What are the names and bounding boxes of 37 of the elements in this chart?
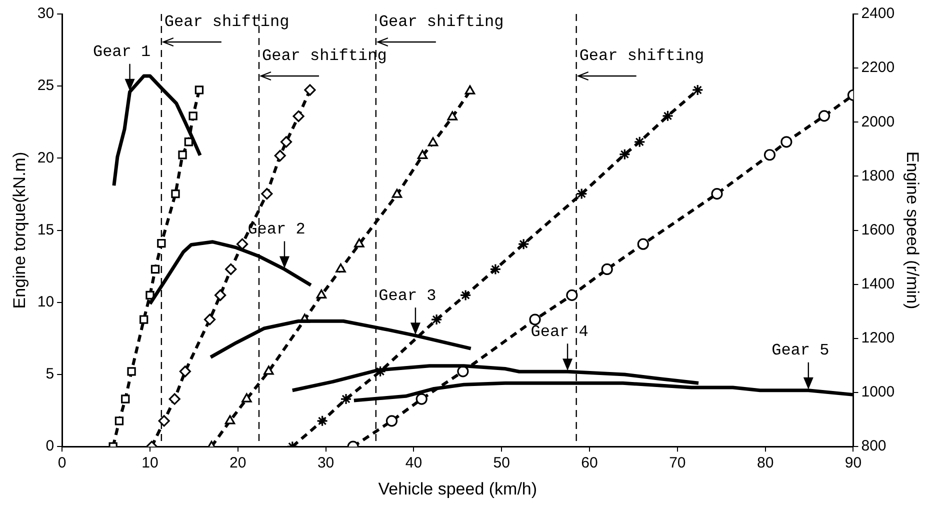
x-tick-label: 40 bbox=[405, 454, 422, 472]
y-tick-label: 25 bbox=[37, 77, 54, 94]
y-tick-label: 0 bbox=[46, 438, 54, 455]
ref-line-label: Gear shifting bbox=[262, 47, 387, 66]
y2-tick-label: 1200 bbox=[861, 330, 895, 347]
x-tick-label: 30 bbox=[317, 454, 334, 472]
y2-tick-label: 1600 bbox=[861, 221, 895, 238]
x-tick-label: 50 bbox=[493, 454, 510, 472]
x-tick-label: 80 bbox=[756, 454, 774, 472]
x-tick-label: 0 bbox=[58, 454, 66, 472]
ref-line-label: Gear shifting bbox=[164, 13, 290, 32]
x-axis-title: Vehicle speed (km/h) bbox=[378, 479, 538, 498]
annotation: Gear 4 bbox=[530, 322, 588, 341]
y-axis-title: Engine torque(kN.m) bbox=[10, 152, 29, 309]
x-tick-label: 20 bbox=[230, 454, 246, 472]
y2-tick-label: 2400 bbox=[861, 5, 895, 22]
x-tick-label: 70 bbox=[669, 454, 686, 472]
y2-tick-label: 1000 bbox=[861, 384, 895, 401]
annotation: Gear 3 bbox=[378, 286, 436, 305]
y-tick-label: 5 bbox=[46, 366, 54, 383]
x-tick-label: 60 bbox=[581, 454, 598, 472]
ref-line-label: Gear shifting bbox=[378, 13, 504, 32]
annotation: Gear 1 bbox=[92, 43, 151, 62]
ref-line-label: Gear shifting bbox=[579, 47, 704, 66]
y2-tick-label: 800 bbox=[861, 438, 886, 455]
y2-tick-label: 1800 bbox=[861, 167, 895, 184]
x-tick-label: 90 bbox=[844, 454, 862, 472]
y-tick-label: 30 bbox=[37, 5, 54, 22]
y-tick-label: 15 bbox=[37, 221, 54, 238]
y2-axis-title: Engine speed (r/min) bbox=[903, 151, 922, 310]
y2-tick-label: 2200 bbox=[861, 59, 895, 76]
annotation: Gear 5 bbox=[772, 342, 830, 360]
y2-tick-label: 1400 bbox=[861, 276, 895, 293]
y-tick-label: 10 bbox=[37, 294, 54, 311]
y-tick-label: 20 bbox=[37, 149, 54, 166]
y2-tick-label: 2000 bbox=[861, 113, 895, 130]
x-tick-label: 10 bbox=[142, 454, 158, 472]
